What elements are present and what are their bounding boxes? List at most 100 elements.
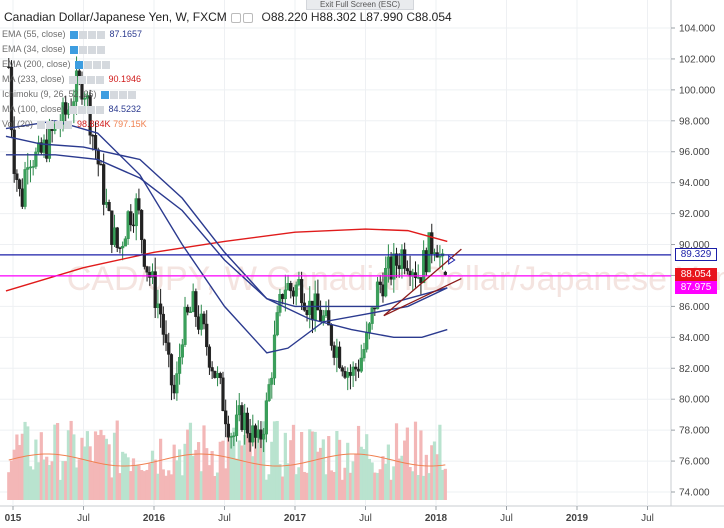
volume-bar [430,445,434,500]
close-icon[interactable] [64,120,73,129]
volume-bar [432,441,437,500]
settings-icon[interactable] [83,60,92,69]
volume-bar [267,474,271,500]
volume-bar [321,439,325,500]
volume-bar [362,449,366,500]
candle-body [213,370,217,378]
y-tick-label: 90.000 [679,240,710,251]
y-tick-label: 82.000 [679,364,710,375]
indicator-vol[interactable]: Vol (20) 98.834K 797.15K [2,117,147,132]
volume-bar [373,472,377,500]
indicator-value: 84.5232 [108,104,142,114]
volume-bar [232,427,236,500]
settings-icon[interactable] [109,90,118,99]
candle-body [286,283,290,291]
candle-body [289,283,293,292]
volume-bar [129,471,133,500]
volume-bar [346,442,350,500]
indicator-value-2: 797.15K [113,119,147,129]
volume-bar [356,425,361,500]
gear-icon[interactable] [87,30,96,39]
close-icon[interactable] [96,45,105,54]
settings-icon[interactable] [68,105,77,114]
gear-icon[interactable] [46,120,55,129]
indicator-label: Vol (20) [2,119,34,129]
candle-body [188,311,193,313]
gear-icon[interactable] [118,90,127,99]
volume-bar [20,433,24,500]
volume-bar [177,449,182,500]
indicator-ema55[interactable]: EMA (55, close) 87.1657 [2,27,147,42]
volume-bar [169,474,174,500]
volume-bar [416,475,420,500]
volume-bar [183,443,187,500]
candle-body [88,95,92,136]
y-tick-label: 104.000 [679,24,716,35]
indicator-ma100[interactable]: MA (100, close) 84.5232 [2,102,147,117]
volume-bar [248,436,252,500]
volume-bar [370,462,374,500]
eye-icon[interactable] [74,60,83,69]
low-value: 87.990 [366,10,403,24]
gear-icon[interactable] [87,45,96,54]
candle-body [416,277,420,279]
eye-icon[interactable] [69,30,78,39]
gear-icon[interactable] [92,60,101,69]
close-icon[interactable] [95,105,104,114]
indicator-ema200[interactable]: EMA (200, close) [2,57,147,72]
indicator-ichimoku[interactable]: Ichimoku (9, 26, 52, 26) [2,87,147,102]
settings-icon[interactable] [78,45,87,54]
volume-bar [93,431,98,500]
plus-icon[interactable] [55,120,64,129]
price-tag-resistance: 89.329 [675,247,717,261]
volume-bar [115,420,119,500]
volume-bar [12,449,16,500]
eye-icon[interactable] [69,45,78,54]
settings-icon[interactable] [37,120,46,129]
gear-icon[interactable] [77,75,86,84]
close-icon[interactable] [95,75,104,84]
gear-icon[interactable] [77,105,86,114]
volume-bar [375,472,380,500]
candle-body [194,291,198,317]
volume-bar [289,440,293,500]
candle-body [96,149,100,165]
candle-body [102,164,106,205]
indicator-label: EMA (200, close) [2,59,71,69]
volume-bar [159,438,163,500]
close-value: 88.054 [415,10,452,24]
candle-body [245,412,249,434]
volume-bar [291,424,296,500]
volume-bar [107,444,111,500]
close-icon[interactable] [101,60,110,69]
candle-body [99,163,103,166]
volume-bar [443,468,447,500]
settings-icon[interactable] [231,12,242,23]
indicator-ma233[interactable]: MA (233, close) 90.1946 [2,72,147,87]
candle-body [148,272,152,278]
exit-fullscreen-button[interactable]: Exit Full Screen (ESC) [306,0,414,10]
volume-bar [199,471,203,500]
indicator-ema34[interactable]: EMA (34, close) [2,42,147,57]
volume-bar [77,459,81,500]
candle-body [234,414,239,436]
candle-body [397,265,401,270]
volume-bar [126,457,130,500]
compare-icon[interactable] [243,12,254,23]
settings-icon[interactable] [78,30,87,39]
y-tick-label: 86.000 [679,302,710,313]
plus-icon[interactable] [86,75,95,84]
close-icon[interactable] [127,90,136,99]
candle-body [443,271,447,275]
eye-icon[interactable] [100,90,109,99]
plus-icon[interactable] [86,105,95,114]
candle-body [291,290,296,297]
close-icon[interactable] [96,30,105,39]
settings-icon[interactable] [68,75,77,84]
candle-body [196,316,201,330]
volume-bar [354,454,358,500]
candle-body [335,346,339,358]
candle-body [343,371,347,378]
candle-body [64,102,68,115]
